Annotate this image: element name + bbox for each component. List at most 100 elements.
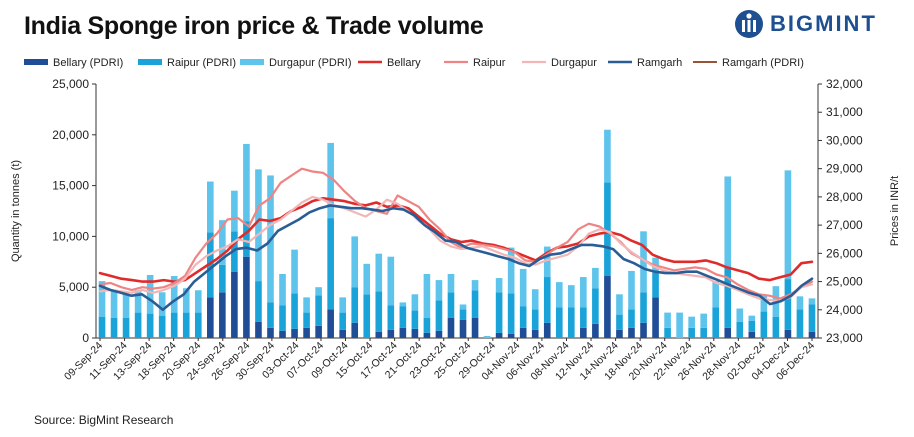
bar	[122, 317, 130, 338]
bar	[291, 293, 298, 329]
bar	[279, 273, 286, 306]
bar	[243, 221, 250, 257]
bar	[760, 295, 768, 312]
bar	[339, 297, 346, 313]
bar	[592, 288, 599, 324]
bar	[628, 327, 635, 338]
bar	[399, 327, 407, 338]
bar	[555, 307, 563, 338]
bar	[531, 309, 539, 330]
bar	[700, 327, 707, 338]
bar	[724, 327, 732, 338]
left-tick-label: 5,000	[59, 280, 89, 294]
bar	[531, 289, 539, 310]
legend-label: Durgapur (PDRI)	[269, 57, 352, 69]
bar	[531, 329, 539, 338]
bar	[279, 305, 286, 331]
right-tick-label: 30,000	[826, 133, 863, 147]
bar	[784, 329, 792, 338]
brand-name: BIGMINT	[770, 11, 877, 36]
right-tick-label: 29,000	[826, 162, 863, 176]
bar	[808, 304, 816, 332]
bar	[808, 298, 816, 305]
bar	[435, 300, 443, 331]
right-tick-label: 24,000	[826, 303, 863, 317]
legend-label: Raipur	[473, 57, 506, 69]
bar	[736, 308, 744, 322]
bar	[351, 236, 359, 288]
bar	[471, 290, 479, 318]
bar	[170, 276, 178, 313]
bar	[580, 307, 587, 328]
bar	[387, 329, 395, 338]
bar	[279, 330, 286, 338]
bar	[339, 312, 346, 330]
brand-logo: BIGMINT	[734, 9, 877, 39]
bar	[327, 309, 334, 338]
left-tick-label: 15,000	[52, 179, 89, 193]
bar	[543, 277, 551, 323]
right-tick-label: 28,000	[826, 190, 863, 204]
bar	[411, 310, 419, 329]
bar	[411, 328, 419, 338]
chart-title: India Sponge iron price & Trade volume	[24, 12, 484, 40]
bar	[796, 296, 804, 310]
bar	[760, 311, 768, 338]
bar	[808, 331, 816, 338]
bar	[110, 291, 118, 318]
bar	[568, 285, 575, 308]
bar	[748, 315, 756, 321]
right-tick-label: 26,000	[826, 246, 863, 260]
bar	[652, 297, 659, 338]
bar	[375, 331, 383, 338]
bar	[688, 327, 695, 338]
bar	[182, 288, 190, 313]
bar	[375, 253, 383, 292]
bar	[495, 292, 503, 333]
bar	[628, 309, 635, 328]
bar	[748, 331, 756, 338]
bar	[628, 270, 635, 310]
bar	[110, 317, 118, 338]
bar	[291, 328, 298, 338]
bar	[592, 267, 599, 289]
right-axis-title: Prices in INR/t	[889, 176, 901, 246]
bar	[616, 329, 623, 338]
bar	[375, 291, 383, 332]
right-tick-label: 32,000	[826, 77, 863, 91]
left-axis-title: Quantity in tonnes (t)	[10, 160, 22, 262]
legend-label: Raipur (PDRI)	[167, 57, 236, 69]
bar	[772, 316, 780, 338]
bar	[423, 273, 431, 318]
bar	[303, 297, 310, 313]
bar	[736, 321, 744, 338]
bar	[459, 319, 467, 338]
bar	[98, 316, 106, 338]
bar	[158, 315, 166, 338]
bar	[616, 314, 623, 330]
bar	[122, 293, 130, 318]
bar	[423, 332, 431, 338]
bar	[748, 320, 756, 332]
bar	[784, 170, 792, 280]
bar	[243, 143, 250, 222]
bar	[399, 302, 407, 307]
bar	[134, 312, 142, 338]
bar	[580, 277, 587, 308]
bar	[543, 322, 551, 338]
bar	[423, 317, 431, 333]
series-line	[98, 204, 814, 312]
bar	[616, 294, 623, 315]
bar	[507, 293, 515, 334]
bar	[363, 263, 371, 295]
bar	[519, 268, 527, 307]
bar	[555, 282, 563, 308]
bar	[387, 256, 395, 306]
bar	[207, 181, 214, 233]
bar	[327, 142, 334, 219]
bar	[98, 281, 106, 317]
right-tick-label: 25,000	[826, 275, 863, 289]
bigmint-logo-icon	[735, 10, 763, 38]
bar	[339, 329, 346, 338]
